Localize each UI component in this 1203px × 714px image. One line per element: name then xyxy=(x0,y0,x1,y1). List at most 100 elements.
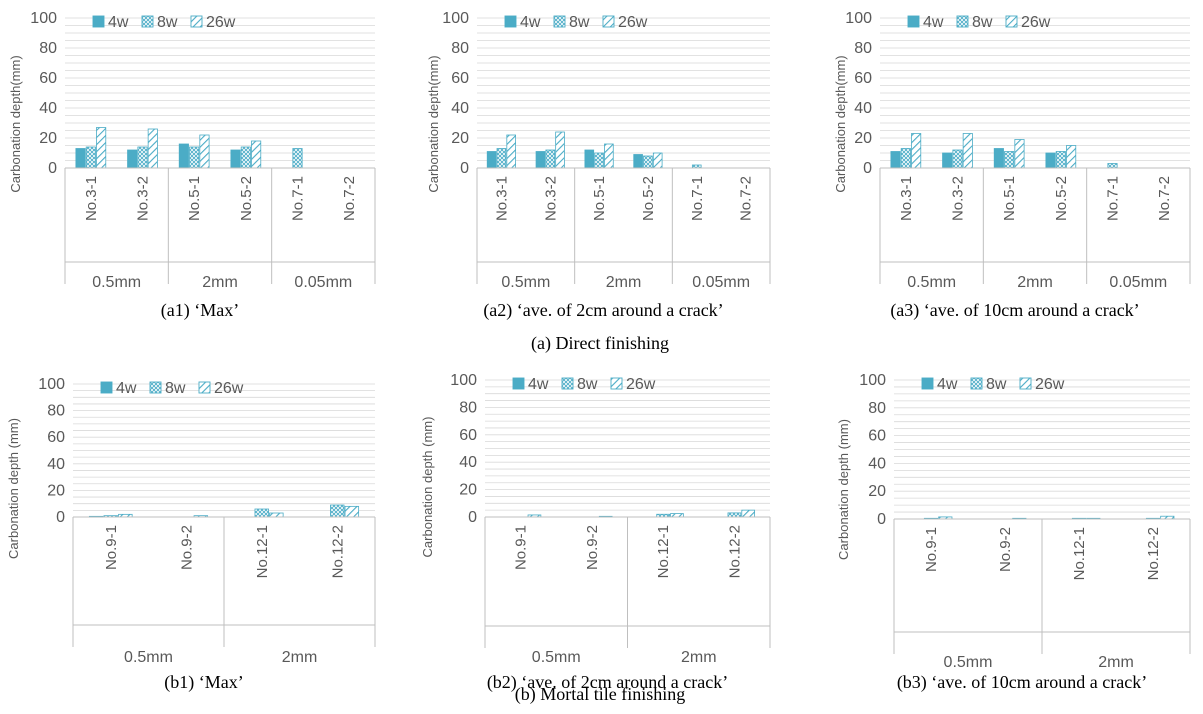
legend-label-4w: 4w xyxy=(520,14,541,31)
y-tick-label: 20 xyxy=(854,130,872,147)
bar-8w-No.12-2 xyxy=(727,512,742,518)
y-tick-label: 60 xyxy=(854,70,872,87)
legend-label-26w: 26w xyxy=(1021,14,1051,31)
bar-8w-No.5-1 xyxy=(1004,151,1015,169)
category-label: No.9-2 xyxy=(997,527,1014,572)
bar-26w-No.3-1 xyxy=(911,133,922,169)
y-tick-label: 60 xyxy=(451,70,469,87)
category-label: No.7-2 xyxy=(1156,176,1173,221)
legend-swatch-4w xyxy=(504,15,517,28)
legend-label-8w: 8w xyxy=(577,376,598,393)
bar-26w-No.5-1 xyxy=(604,143,614,169)
bar-8w-No.12-1 xyxy=(254,508,269,518)
bar-4w-No.3-2 xyxy=(942,152,953,169)
bar-26w-No.5-2 xyxy=(652,152,663,169)
bar-26w-No.3-2 xyxy=(555,131,565,169)
y-tick-label: 0 xyxy=(48,160,57,177)
legend-label-4w: 4w xyxy=(116,380,137,397)
category-label: No.12-1 xyxy=(655,525,672,578)
chart-3: 0 20 40 60 80 100 Carbonation depth(mm) No.3-1 N… xyxy=(833,10,1191,321)
bar-26w-No.5-2 xyxy=(1066,145,1077,169)
y-tick-label: 40 xyxy=(451,100,469,117)
legend-swatch-4w xyxy=(100,381,113,394)
legend-label-26w: 26w xyxy=(626,376,656,393)
chart-caption: (b2) ‘ave. of 2cm around a crack’ xyxy=(487,672,728,693)
bar-4w-No.3-2 xyxy=(535,151,546,169)
legend-label-8w: 8w xyxy=(157,14,178,31)
bar-4w-No.5-1 xyxy=(178,143,189,169)
bar-26w-No.3-1 xyxy=(96,127,107,169)
group-label: 2mm xyxy=(202,274,238,291)
y-tick-label: 80 xyxy=(451,40,469,57)
group-label: 2mm xyxy=(1098,654,1134,671)
chart-1: 0 20 40 60 80 100 Carbonation depth(mm) No.3-1 N… xyxy=(8,10,376,321)
y-tick-label: 80 xyxy=(854,40,872,57)
category-label: No.7-1 xyxy=(689,176,706,221)
legend-label-26w: 26w xyxy=(1035,376,1065,393)
y-tick-label: 100 xyxy=(845,10,872,27)
y-tick-label: 20 xyxy=(459,482,477,499)
legend-label-4w: 4w xyxy=(528,376,549,393)
bar-4w-No.3-2 xyxy=(127,149,138,169)
legend-swatch-8w xyxy=(970,377,983,390)
y-tick-label: 100 xyxy=(442,10,469,27)
bar-26w-No.12-1 xyxy=(670,513,684,518)
group-label: 0.5mm xyxy=(92,274,141,291)
category-label: No.3-1 xyxy=(898,176,915,221)
y-tick-label: 60 xyxy=(459,427,477,444)
bar-26w-No.3-1 xyxy=(506,134,517,169)
category-label: No.5-1 xyxy=(591,176,608,221)
chart-6: 0 20 40 60 80 100 Carbonation depth (mm) No.9-1… xyxy=(836,372,1191,693)
y-axis-label: Carbonation depth(mm) xyxy=(426,55,441,192)
group-label: 0.5mm xyxy=(944,654,993,671)
bar-8w-No.5-1 xyxy=(189,146,200,169)
section-caption-a: (a) Direct finishing xyxy=(531,333,669,354)
bar-4w-No.5-1 xyxy=(993,148,1004,169)
bar-8w-No.5-2 xyxy=(1055,151,1066,169)
bar-8w-No.3-2 xyxy=(137,146,148,169)
legend-swatch-26w xyxy=(602,15,615,28)
y-tick-label: 60 xyxy=(39,70,57,87)
category-label: No.5-1 xyxy=(186,176,203,221)
y-tick-label: 0 xyxy=(863,160,872,177)
bar-8w-No.3-1 xyxy=(496,148,507,169)
y-axis-label: Carbonation depth (mm) xyxy=(836,419,851,560)
chart-caption: (b3) ‘ave. of 10cm around a crack’ xyxy=(897,672,1147,693)
chart-caption: (b1) ‘Max’ xyxy=(164,672,243,693)
y-tick-label: 40 xyxy=(459,454,477,471)
bar-8w-No.3-2 xyxy=(952,149,963,169)
y-tick-label: 0 xyxy=(56,509,65,526)
legend-label-26w: 26w xyxy=(618,14,648,31)
group-label: 0.05mm xyxy=(1109,274,1167,291)
group-label: 0.5mm xyxy=(532,649,581,666)
legend-swatch-26w xyxy=(1019,377,1032,390)
group-label: 2mm xyxy=(1017,274,1053,291)
legend-label-4w: 4w xyxy=(937,376,958,393)
section-caption-b: (b) Mortal tile finishing xyxy=(515,684,685,705)
bar-4w-No.3-1 xyxy=(486,151,497,169)
legend-label-4w: 4w xyxy=(108,14,129,31)
category-label: No.3-1 xyxy=(83,176,100,221)
bar-8w-No.3-1 xyxy=(900,148,911,169)
legend-label-26w: 26w xyxy=(214,380,244,397)
legend-swatch-8w xyxy=(956,15,969,28)
bar-8w-No.7-1 xyxy=(1107,163,1118,169)
bar-26w-No.5-1 xyxy=(1014,139,1025,169)
bar-8w-No.5-2 xyxy=(643,155,653,169)
y-tick-label: 60 xyxy=(47,429,65,446)
bar-26w-No.3-2 xyxy=(962,133,973,169)
legend-swatch-8w xyxy=(141,15,154,28)
y-tick-label: 80 xyxy=(868,400,886,417)
chart-2: 0 20 40 60 80 100 Carbonation depth(mm) No.3-1 N… xyxy=(426,10,771,321)
category-label: No.5-2 xyxy=(238,176,255,221)
legend-label-4w: 4w xyxy=(923,14,944,31)
bar-4w-No.3-1 xyxy=(890,151,901,169)
bar-26w-No.3-2 xyxy=(147,128,158,169)
y-tick-label: 40 xyxy=(868,455,886,472)
y-tick-label: 60 xyxy=(868,428,886,445)
bar-4w-No.5-2 xyxy=(230,149,241,169)
legend-swatch-8w xyxy=(553,15,566,28)
category-label: No.9-1 xyxy=(103,525,120,570)
chart-caption: (a1) ‘Max’ xyxy=(161,300,239,321)
